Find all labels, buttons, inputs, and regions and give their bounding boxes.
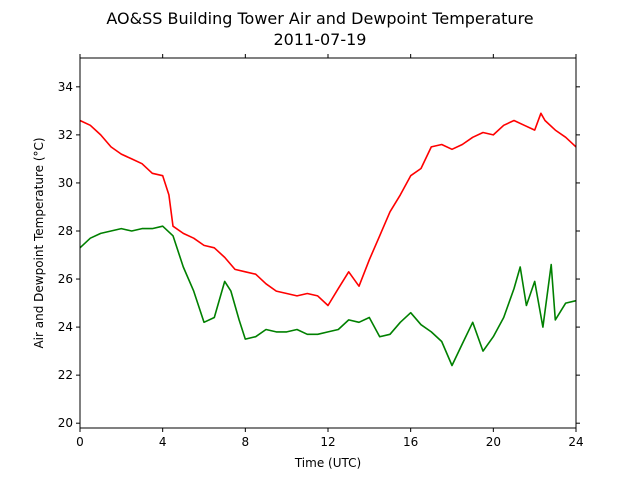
y-tick-label: 22 xyxy=(58,368,73,382)
y-tick-label: 28 xyxy=(58,224,73,238)
x-axis-ticks: 0 4 8 12 16 20 24 xyxy=(76,54,584,449)
y-tick-label: 20 xyxy=(58,416,73,430)
x-tick-label: 4 xyxy=(159,435,167,449)
x-tick-label: 0 xyxy=(76,435,84,449)
x-tick-label: 12 xyxy=(320,435,335,449)
y-axis-ticks: 20 22 24 26 28 30 32 34 xyxy=(58,80,580,430)
chart-title: AO&SS Building Tower Air and Dewpoint Te… xyxy=(106,9,533,28)
y-axis-label: Air and Dewpoint Temperature (°C) xyxy=(32,137,46,348)
y-tick-label: 34 xyxy=(58,80,73,94)
y-tick-label: 30 xyxy=(58,176,73,190)
x-tick-label: 16 xyxy=(403,435,418,449)
x-tick-label: 8 xyxy=(242,435,250,449)
x-tick-label: 20 xyxy=(486,435,501,449)
x-axis-label: Time (UTC) xyxy=(294,456,361,470)
y-tick-label: 24 xyxy=(58,320,73,334)
series-lines xyxy=(79,112,577,367)
x-tick-label: 24 xyxy=(568,435,583,449)
plot-frame xyxy=(79,57,577,429)
y-tick-label: 26 xyxy=(58,272,73,286)
chart-subtitle: 2011-07-19 xyxy=(274,30,367,49)
series-line-0 xyxy=(79,112,577,307)
series-line-1 xyxy=(79,225,577,367)
y-tick-label: 32 xyxy=(58,128,73,142)
